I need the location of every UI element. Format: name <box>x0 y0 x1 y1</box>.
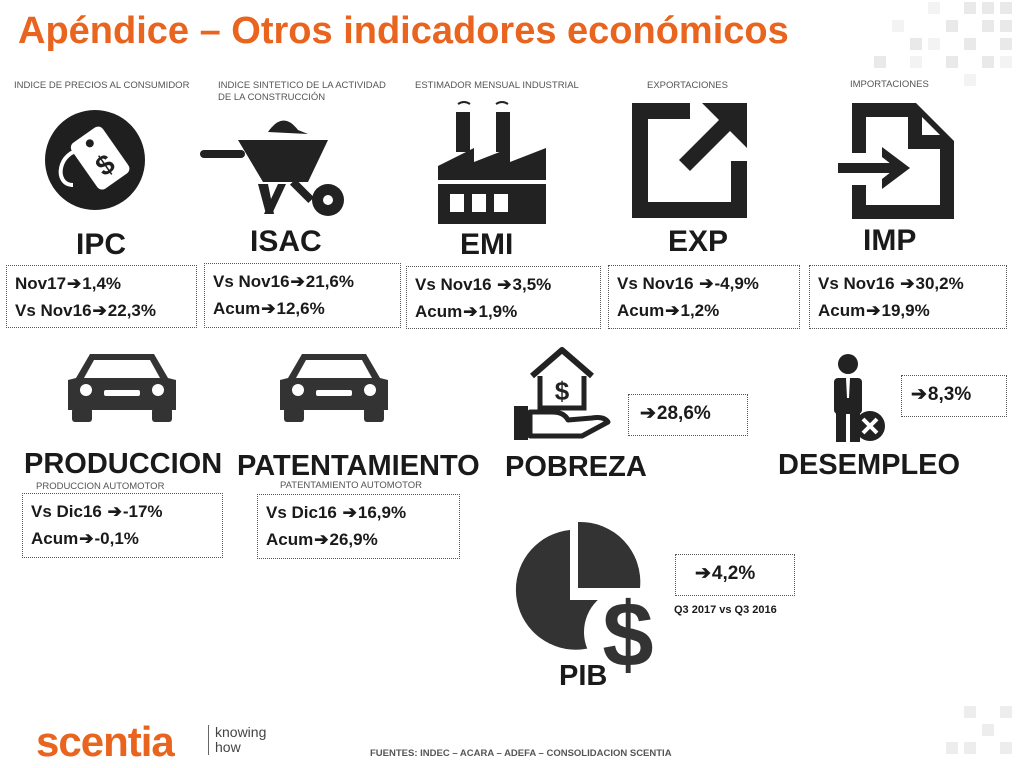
produccion-line2-value: -0,1% <box>94 529 139 548</box>
imp-line1-label: Vs Nov16 <box>818 274 900 293</box>
brand-tagline: knowing how <box>208 725 266 755</box>
patentamiento-line2-label: Acum <box>266 530 314 549</box>
caption-produccion: PRODUCCION AUTOMOTOR <box>36 481 165 492</box>
exp-values: Vs Nov16 ➔-4,9% Acum➔1,2% <box>608 265 800 329</box>
imp-line1-value: 30,2% <box>915 274 964 293</box>
exp-line1-value: -4,9% <box>714 274 759 293</box>
produccion-line2-label: Acum <box>31 529 79 548</box>
arrow-icon: ➔ <box>290 272 305 291</box>
ipc-line1-value: 1,4% <box>82 274 122 293</box>
isac-name: ISAC <box>250 225 322 258</box>
arrow-icon: ➔ <box>92 301 107 320</box>
desempleo-name: DESEMPLEO <box>778 449 961 481</box>
isac-line2-label: Acum <box>213 299 261 318</box>
produccion-name: PRODUCCION <box>24 448 223 480</box>
imp-values: Vs Nov16 ➔30,2% Acum➔19,9% <box>809 265 1007 329</box>
price-tag-icon: $ <box>45 110 145 210</box>
decorative-squares <box>874 2 1012 86</box>
emi-line2-label: Acum <box>415 302 463 321</box>
caption-ipc: INDICE DE PRECIOS AL CONSUMIDOR <box>14 80 190 91</box>
pib-value-box: ➔4,2% <box>675 554 795 596</box>
caption-isac: INDICE SINTETICO DE LA ACTIVIDAD DE LA C… <box>218 80 386 103</box>
tagline-line2: how <box>215 739 241 755</box>
caption-imp: IMPORTACIONES <box>850 79 929 90</box>
exp-line2-value: 1,2% <box>680 301 720 320</box>
car-icon <box>280 354 388 422</box>
patentamiento-values: Vs Dic16 ➔16,9% Acum➔26,9% <box>257 494 460 559</box>
wheelbarrow-icon <box>200 120 344 216</box>
emi-line1-label: Vs Nov16 <box>415 275 497 294</box>
exp-name: EXP <box>668 225 729 258</box>
arrow-icon: ➔ <box>911 384 927 405</box>
ipc-line2-value: 22,3% <box>107 301 156 320</box>
arrow-icon: ➔ <box>463 302 478 321</box>
emi-name: EMI <box>460 228 514 261</box>
arrow-icon: ➔ <box>640 403 656 424</box>
imp-name: IMP <box>863 224 917 257</box>
decorative-squares-bottom <box>946 706 1012 754</box>
arrow-icon: ➔ <box>342 503 357 522</box>
isac-line1-value: 21,6% <box>305 272 354 291</box>
page-title: Apéndice – Otros indicadores económicos <box>18 10 789 52</box>
pobreza-value-box: ➔28,6% <box>628 394 748 436</box>
arrow-icon: ➔ <box>261 299 276 318</box>
factory-icon <box>438 101 546 224</box>
pib-value: 4,2% <box>711 563 756 584</box>
house-hand-dollar-icon: $ <box>514 347 611 440</box>
import-file-icon <box>838 103 954 219</box>
imp-line2-label: Acum <box>818 301 866 320</box>
ipc-line2-label: Vs Nov16 <box>15 301 92 320</box>
caption-patentamiento: PATENTAMIENTO AUTOMOTOR <box>280 480 422 491</box>
patentamiento-line1-label: Vs Dic16 <box>266 503 342 522</box>
scentia-logo: scentia <box>36 718 175 766</box>
desempleo-value-box: ➔8,3% <box>901 375 1007 417</box>
pobreza-name: POBREZA <box>505 451 647 483</box>
brand-name: scentia <box>36 718 175 765</box>
exp-line1-label: Vs Nov16 <box>617 274 699 293</box>
caption-exp: EXPORTACIONES <box>647 80 728 91</box>
export-arrow-icon <box>632 103 747 218</box>
arrow-icon: ➔ <box>497 275 512 294</box>
car-icon <box>68 354 176 422</box>
pie-dollar-icon: $ <box>515 521 670 680</box>
arrow-icon: ➔ <box>107 502 122 521</box>
produccion-line1-label: Vs Dic16 <box>31 502 107 521</box>
arrow-icon: ➔ <box>695 563 711 584</box>
arrow-icon: ➔ <box>866 301 881 320</box>
arrow-icon: ➔ <box>79 529 94 548</box>
pib-name: PIB <box>559 660 608 692</box>
ipc-name: IPC <box>76 228 127 261</box>
patentamiento-name: PATENTAMIENTO <box>237 450 480 482</box>
patentamiento-line1-value: 16,9% <box>357 503 407 522</box>
ipc-values: Nov17➔1,4% Vs Nov16➔22,3% <box>6 265 197 328</box>
ipc-line1-label: Nov17 <box>15 274 67 293</box>
tagline-line1: knowing <box>215 724 267 740</box>
emi-line2-value: 1,9% <box>478 302 518 321</box>
emi-line1-value: 3,5% <box>512 275 552 294</box>
produccion-values: Vs Dic16 ➔-17% Acum➔-0,1% <box>22 493 223 558</box>
person-x-icon <box>834 354 885 442</box>
isac-line2-value: 12,6% <box>276 299 325 318</box>
arrow-icon: ➔ <box>699 274 714 293</box>
patentamiento-line2-value: 26,9% <box>329 530 378 549</box>
arrow-icon: ➔ <box>314 530 329 549</box>
pib-note: Q3 2017 vs Q3 2016 <box>674 604 777 616</box>
svg-text:$: $ <box>602 584 653 680</box>
arrow-icon: ➔ <box>67 274 82 293</box>
arrow-icon: ➔ <box>900 274 915 293</box>
isac-values: Vs Nov16➔21,6% Acum➔12,6% <box>204 263 401 328</box>
caption-emi: ESTIMADOR MENSUAL INDUSTRIAL <box>415 80 579 91</box>
produccion-line1-value: -17% <box>122 502 163 521</box>
pobreza-value: 28,6% <box>656 403 711 424</box>
exp-line2-label: Acum <box>617 301 665 320</box>
emi-values: Vs Nov16 ➔3,5% Acum➔1,9% <box>406 266 601 329</box>
sources-note: FUENTES: INDEC – ACARA – ADEFA – CONSOLI… <box>370 748 672 759</box>
imp-line2-value: 19,9% <box>881 301 930 320</box>
arrow-icon: ➔ <box>665 301 680 320</box>
desempleo-value: 8,3% <box>927 384 972 405</box>
svg-text:$: $ <box>555 376 570 406</box>
isac-line1-label: Vs Nov16 <box>213 272 290 291</box>
